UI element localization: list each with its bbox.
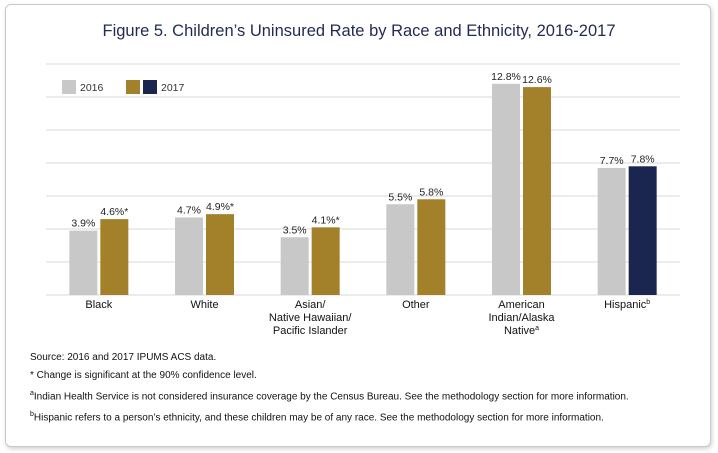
- legend-swatch-2016: [62, 80, 76, 94]
- data-label: 12.6%: [522, 74, 552, 86]
- footnote-b: bHispanic refers to a person’s ethnicity…: [30, 408, 690, 424]
- significance-note: * Change is significant at the 90% confi…: [30, 370, 257, 381]
- bar-2016: [280, 237, 309, 295]
- bar-2016: [492, 83, 520, 295]
- bar-2017: [206, 214, 234, 295]
- category-label: White: [190, 299, 218, 311]
- footnote-a: aIndian Health Service is not considered…: [30, 387, 690, 403]
- chart-title: Figure 5. Children’s Uninsured Rate by R…: [102, 22, 616, 40]
- bar-2017: [628, 166, 657, 295]
- source-note: Source: 2016 and 2017 IPUMS ACS data.: [30, 352, 217, 363]
- category-label: Hispanicb: [604, 299, 650, 311]
- bar-2017: [100, 219, 129, 295]
- category-label: Pacific Islander: [273, 325, 348, 337]
- category-label: Black: [85, 299, 112, 311]
- footnote-a-text: Indian Health Service is not considered …: [33, 391, 629, 403]
- footnote-b-mark: b: [30, 411, 34, 419]
- data-label: 4.1%*: [312, 214, 340, 226]
- data-label: 5.8%: [419, 186, 443, 198]
- category-label: Indian/Alaska: [488, 312, 555, 324]
- data-label: 5.5%: [388, 191, 412, 203]
- chart-notes: Source: 2016 and 2017 IPUMS ACS data. * …: [30, 351, 690, 430]
- data-label: 7.7%: [600, 155, 624, 167]
- category-footnote-mark: b: [646, 299, 650, 306]
- category-footnote-mark: a: [535, 325, 539, 332]
- category-label: Other: [402, 299, 430, 311]
- category-label: Native Hawaiian/: [269, 312, 352, 324]
- category-label: Asian/: [295, 299, 327, 311]
- data-label: 3.9%: [71, 218, 95, 230]
- bar-2016: [386, 204, 415, 295]
- footnote-a-mark: a: [30, 390, 34, 397]
- data-label: 4.9%*: [206, 201, 234, 213]
- data-label: 12.8%: [491, 71, 521, 83]
- category-label: Nativea: [504, 325, 539, 337]
- category-label: American: [498, 299, 544, 311]
- data-label: 3.5%: [283, 224, 307, 236]
- legend-swatch-2017: [126, 80, 140, 94]
- footnote-b-text: Hispanic refers to a person’s ethnicity,…: [33, 412, 604, 424]
- bar-2016: [69, 230, 98, 295]
- legend-label-2017: 2017: [161, 82, 185, 94]
- bar-2016: [597, 167, 626, 295]
- data-label: 7.8%: [631, 153, 655, 165]
- data-label: 4.6%*: [100, 206, 128, 218]
- bar-2017: [311, 227, 340, 295]
- bar-2017: [417, 199, 446, 295]
- data-label: 4.7%: [177, 204, 201, 216]
- legend-label-2016: 2016: [80, 82, 104, 94]
- legend-swatch-2017-hispanic: [143, 80, 157, 94]
- bar-2016: [175, 217, 203, 295]
- bar-2017: [523, 87, 551, 295]
